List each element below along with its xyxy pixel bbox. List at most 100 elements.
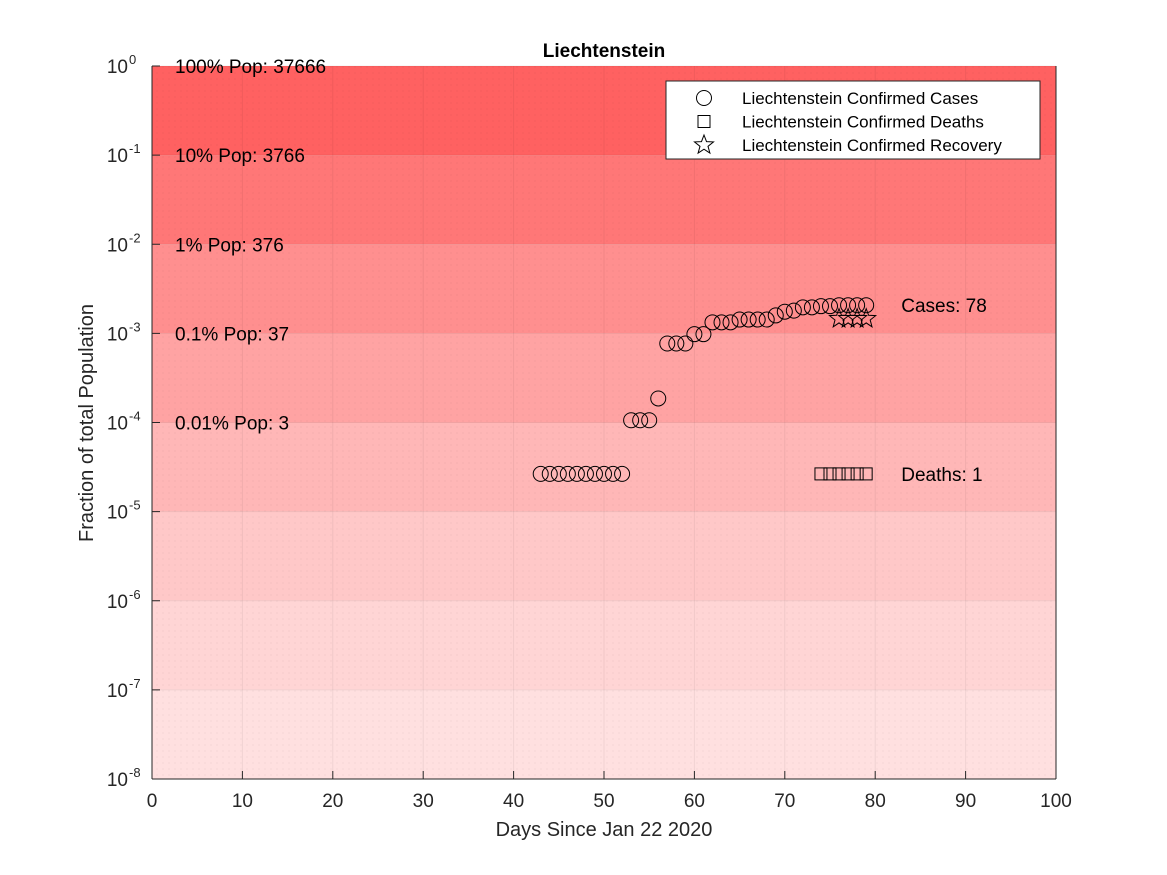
circle-point — [596, 465, 612, 482]
y-tick-label: 10 — [107, 503, 128, 524]
band-label: 0.1% Pop: 37 — [175, 324, 289, 345]
square-point — [850, 467, 864, 481]
legend-square-icon — [697, 115, 711, 128]
population-band-texture — [152, 155, 1056, 245]
circle-point — [831, 297, 848, 314]
circle-point — [568, 465, 585, 482]
population-band-texture — [152, 244, 1056, 334]
y-tick-label: 10 — [107, 146, 128, 167]
circle-point — [659, 335, 676, 352]
circle-point — [550, 465, 567, 482]
circle-point — [803, 299, 820, 316]
data-marks — [532, 297, 878, 482]
series-circle — [532, 297, 875, 482]
legend: Liechtenstein Confirmed Cases Liechtenste… — [665, 80, 1041, 160]
legend-entry-label: Liechtenstein Confirmed Recovery — [742, 136, 1002, 155]
circle-point — [614, 465, 631, 482]
y-axis-label: Fraction of total Population — [76, 304, 98, 542]
chart-title: Liechtenstein — [543, 41, 665, 62]
square-point — [832, 467, 846, 481]
circle-point — [840, 297, 857, 314]
x-tick-label: 70 — [774, 791, 795, 812]
circle-point — [559, 465, 576, 482]
population-band-texture — [152, 600, 1056, 690]
square-point — [814, 467, 828, 481]
circle-point — [849, 297, 866, 314]
x-tick-label: 80 — [865, 791, 886, 812]
data-annotation: Cases: 78 — [901, 296, 987, 317]
population-band-texture — [152, 422, 1056, 512]
legend-entry-label: Liechtenstein Confirmed Cases — [742, 89, 978, 108]
x-tick-label: 30 — [413, 791, 434, 812]
circle-point — [577, 465, 594, 482]
circle-point — [776, 303, 793, 320]
y-tick-label: 10 — [107, 681, 128, 702]
circle-point — [668, 335, 685, 352]
circle-point — [822, 298, 838, 315]
circle-point — [677, 335, 694, 352]
band-label: 1% Pop: 376 — [175, 235, 284, 256]
y-tick-exponent: -6 — [129, 587, 141, 602]
circle-point — [695, 326, 712, 343]
x-tick-labels: 0 10 20 30 40 50 60 70 80 90 100 — [147, 791, 1072, 812]
circle-point — [740, 311, 757, 328]
square-point — [859, 467, 873, 481]
star-point — [855, 307, 878, 328]
star-point — [837, 307, 859, 328]
star-point — [846, 307, 868, 328]
legend-entry-label: Liechtenstein Confirmed Deaths — [742, 113, 984, 132]
population-band-texture — [152, 689, 1056, 779]
x-tick-label: 10 — [232, 791, 253, 812]
y-tick-exponent: -1 — [129, 141, 141, 156]
y-tick-exponent: -2 — [129, 230, 141, 245]
x-tick-label: 90 — [955, 791, 976, 812]
x-tick-label: 20 — [322, 791, 343, 812]
y-tick-label: 10 — [107, 592, 128, 613]
band-label: 100% Pop: 37666 — [175, 57, 326, 78]
square-point — [841, 467, 855, 481]
y-tick-label: 10 — [107, 57, 128, 78]
legend-box — [665, 80, 1041, 160]
x-tick-label: 100 — [1040, 791, 1072, 812]
circle-point — [758, 311, 775, 328]
circle-point — [686, 326, 703, 343]
circle-point — [767, 307, 784, 324]
y-tick-label: 10 — [107, 414, 128, 435]
y-tick-label: 10 — [107, 235, 128, 256]
circle-point — [641, 412, 658, 429]
y-tick-exponent: -4 — [129, 409, 141, 424]
circle-point — [794, 299, 811, 316]
band-labels: 100% Pop: 37666 10% Pop: 3766 1% Pop: 376 0… — [175, 57, 326, 435]
x-axis-label: Days Since Jan 22 2020 — [496, 819, 713, 841]
y-tick-exponent: 0 — [129, 52, 136, 67]
axes — [151, 65, 1057, 780]
y-tick-exponent: -3 — [129, 319, 141, 334]
legend-star-icon — [693, 133, 715, 155]
legend-circle-icon — [696, 90, 712, 106]
x-tick-label: 0 — [147, 791, 158, 812]
annotations: Cases: 78 Deaths: 1 — [901, 296, 987, 486]
circle-point — [541, 465, 558, 482]
series-star — [828, 307, 878, 328]
circle-point — [632, 412, 649, 429]
x-tick-label: 60 — [684, 791, 705, 812]
y-tick-exponent: -7 — [129, 676, 141, 691]
circle-point — [704, 314, 721, 331]
y-tick-exponent: -5 — [129, 498, 141, 513]
star-point — [828, 307, 850, 328]
circle-point — [713, 314, 730, 331]
circle-point — [623, 412, 640, 429]
y-tick-label: 10 — [107, 324, 128, 345]
circle-point — [731, 311, 748, 328]
circle-point — [650, 390, 667, 407]
population-band-texture — [152, 333, 1056, 423]
band-label: 10% Pop: 3766 — [175, 146, 305, 167]
y-tick-label: 10 — [107, 770, 128, 791]
x-tick-label: 50 — [593, 791, 614, 812]
square-point — [823, 467, 837, 481]
band-label: 0.01% Pop: 3 — [175, 414, 289, 435]
circle-point — [605, 465, 622, 482]
population-band-texture — [152, 511, 1056, 601]
